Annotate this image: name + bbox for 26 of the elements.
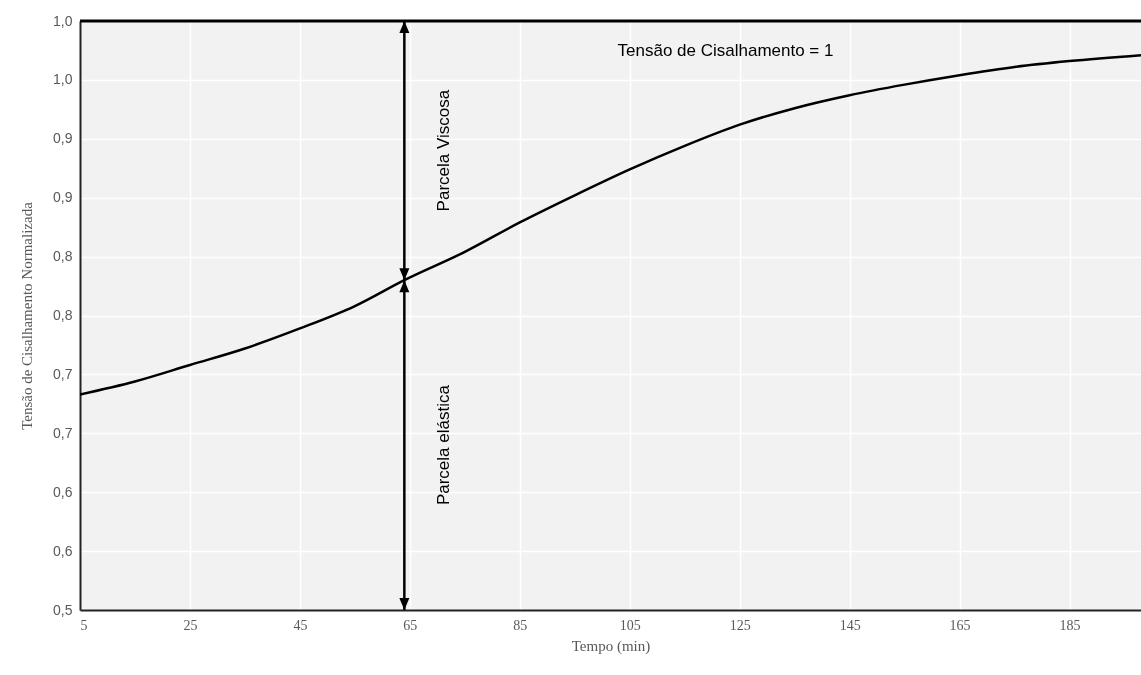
y-tick-label: 0,6 [53,483,73,500]
y-tick-label: 0,8 [53,248,73,265]
y-tick-label: 1,0 [53,71,73,88]
ref-line-label: Tensão de Cisalhamento = 1 [617,41,834,60]
x-tick-label: 65 [403,617,418,633]
x-tick-label: 85 [513,617,528,633]
y-tick-label: 0,9 [53,189,73,206]
x-tick-label: 105 [619,617,641,633]
y-axis-title: Tensão de Cisalhamento Normalizada [19,201,36,430]
y-tick-label: 0,5 [53,601,73,618]
y-tick-label: 0,7 [53,424,73,441]
y-tick-label: 0,6 [53,542,73,559]
y-tick-label: 1,0 [53,12,73,29]
annotation: Parcela Viscosa [434,89,454,212]
y-tick-label: 0,9 [53,130,73,147]
x-tick-label: 45 [293,617,308,633]
annotation: Parcela elástica [434,384,454,506]
y-tick-label: 0,7 [53,365,73,382]
x-tick-label: 185 [1059,617,1081,633]
x-tick-label: 125 [729,617,751,633]
x-tick-label: 145 [839,617,861,633]
x-axis-title: Tempo (min) [571,637,651,655]
x-tick-label: 5 [80,617,88,633]
x-tick-label: 25 [183,617,198,633]
y-tick-label: 0,8 [53,307,73,323]
x-tick-label: 165 [949,617,971,633]
